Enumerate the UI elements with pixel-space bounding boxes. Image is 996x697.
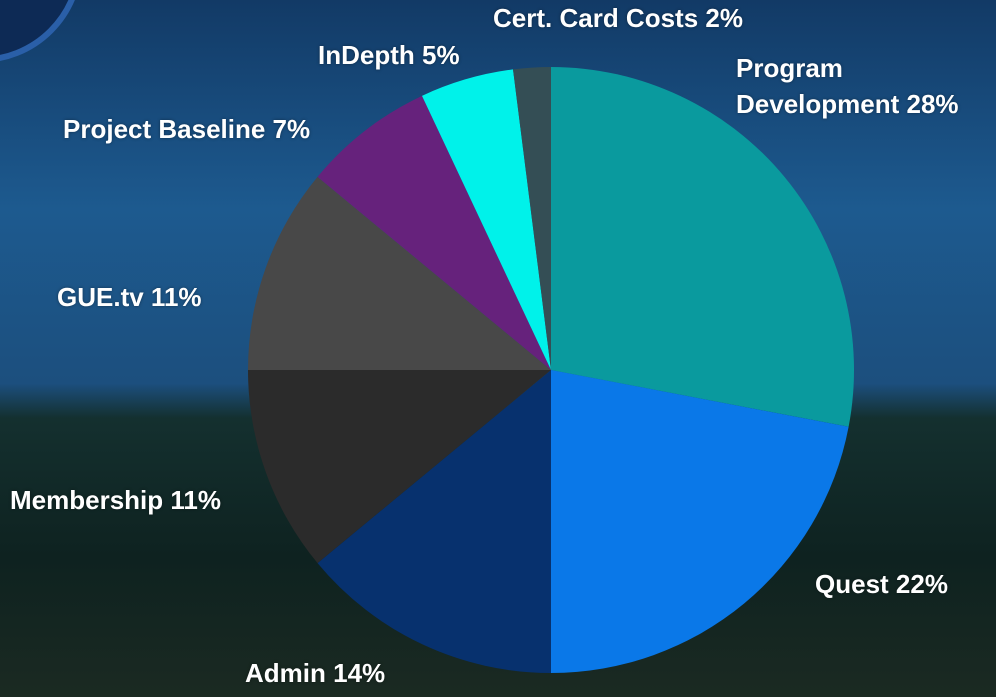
category-label: Membership [10, 485, 163, 515]
slice-label: Quest 22% [815, 566, 948, 602]
category-label: Admin [245, 658, 326, 688]
slide: Program Development 28% Quest 22% Admin 14… [0, 0, 996, 697]
slice-label: Admin 14% [245, 655, 385, 691]
slice-label: Cert. Card Costs 2% [493, 0, 743, 36]
value-label: 14% [333, 658, 385, 688]
slice-label: InDepth 5% [318, 37, 460, 73]
value-label: 7% [273, 114, 311, 144]
slice-label: Project Baseline 7% [63, 111, 310, 147]
category-label: Program Development [736, 53, 899, 119]
value-label: 5% [422, 40, 460, 70]
slice-label: Membership 11% [10, 482, 221, 518]
category-label: Project Baseline [63, 114, 265, 144]
category-label: Quest [815, 569, 889, 599]
category-label: GUE.tv [57, 282, 144, 312]
value-label: 28% [907, 89, 959, 119]
category-label: Cert. Card Costs [493, 3, 698, 33]
value-label: 11% [170, 485, 221, 515]
value-label: 22% [896, 569, 948, 599]
slice-label: GUE.tv 11% [57, 279, 202, 315]
value-label: 2% [705, 3, 743, 33]
decoration [0, 0, 80, 60]
category-label: InDepth [318, 40, 422, 70]
slice-label: Program Development 28% [736, 50, 996, 122]
value-label: 11% [151, 282, 202, 312]
